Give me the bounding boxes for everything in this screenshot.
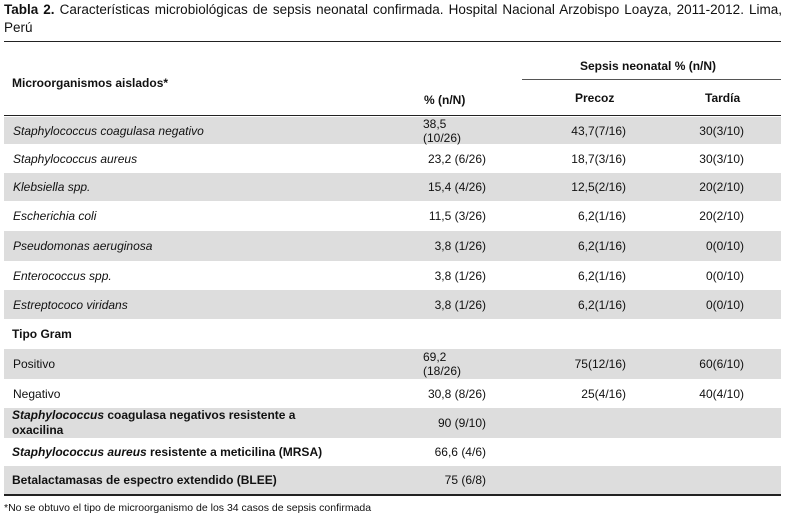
row-total: 23,2 (6/26) bbox=[427, 151, 486, 166]
row-late: 40(4/10) bbox=[699, 386, 744, 401]
row-label: Staphylococcus coagulasa negativo bbox=[13, 123, 204, 138]
row-early: 6,2(1/16) bbox=[577, 209, 626, 223]
row-total: 75 (6/8) bbox=[444, 473, 486, 487]
table-row: Positivo 69,2 (18/26) 75(12/16) 60(6/10) bbox=[4, 349, 781, 379]
row-label: Pseudomonas aeruginosa bbox=[13, 239, 153, 253]
row-late: 0(0/10) bbox=[705, 297, 744, 312]
row-label: Positivo bbox=[13, 357, 56, 371]
row-total: 30,8 (8/26) bbox=[427, 386, 486, 401]
table-row: Enterococcus spp. 3,8 (1/26) 6,2(1/16) 0… bbox=[4, 261, 781, 290]
header-total: % (n/N) bbox=[424, 93, 466, 107]
row-label: Klebsiella spp. bbox=[13, 180, 91, 194]
row-total: 15,4 (4/26) bbox=[427, 180, 486, 194]
table-row: Staphylococcus coagulasa negativo 38,5 (… bbox=[4, 116, 781, 145]
row-total: 3,8 (1/26) bbox=[434, 268, 486, 283]
top-rule bbox=[4, 41, 781, 42]
header-organisms: Microorganismos aislados* bbox=[12, 76, 169, 90]
row-total: 69,2 (18/26) bbox=[423, 350, 462, 378]
header-sepsis-group: Sepsis neonatal % (n/N) bbox=[580, 59, 717, 73]
row-early: 6,2(1/16) bbox=[577, 268, 626, 283]
row-early: 6,2(1/16) bbox=[577, 239, 626, 253]
row-label: Escherichia coli bbox=[13, 209, 97, 223]
row-early: 6,2(1/16) bbox=[577, 297, 626, 312]
row-label: Betalactamasas de espectro extendido (BL… bbox=[12, 473, 277, 487]
row-total: 3,8 (1/26) bbox=[434, 297, 486, 312]
row-label: Enterococcus spp. bbox=[13, 268, 112, 283]
table-row: Estreptococo viridans 3,8 (1/26) 6,2(1/1… bbox=[4, 290, 781, 319]
row-label: Staphylococcus aureus bbox=[13, 151, 138, 166]
row-total: 3,8 (1/26) bbox=[434, 239, 486, 253]
group-underline bbox=[522, 79, 781, 80]
header-rule bbox=[4, 115, 781, 116]
table-row: Negativo 30,8 (8/26) 25(4/16) 40(4/10) bbox=[4, 379, 781, 408]
mrsa-italic: Staphylococcus aureus bbox=[12, 445, 147, 459]
caption-label: Tabla 2. bbox=[4, 2, 55, 17]
table-row-blee: Betalactamasas de espectro extendido (BL… bbox=[4, 466, 781, 494]
gram-section-title: Tipo Gram bbox=[4, 319, 781, 349]
row-total: 38,5 (10/26) bbox=[423, 116, 462, 145]
scn-italic: Staphylococcus bbox=[12, 408, 105, 422]
header-early: Precoz bbox=[575, 91, 615, 105]
table-row: Staphylococcus aureus 23,2 (6/26) 18,7(3… bbox=[4, 144, 781, 173]
table-caption: Tabla 2. Características microbiológicas… bbox=[4, 1, 782, 37]
row-total: 66,6 (4/6) bbox=[434, 445, 486, 459]
row-early: 12,5(2/16) bbox=[571, 180, 626, 194]
table-row-mrsa: Staphylococcus aureus resistente a metic… bbox=[4, 438, 781, 466]
gram-title: Tipo Gram bbox=[12, 327, 72, 341]
mrsa-rest: resistente a meticilina (MRSA) bbox=[146, 445, 323, 459]
caption-text: Características microbiológicas de sepsi… bbox=[4, 2, 783, 35]
row-label: Estreptococo viridans bbox=[13, 297, 128, 312]
table-row-scn-resistance: Staphylococcus coagulasa negativos resis… bbox=[4, 408, 781, 438]
scn-line2: oxacilina bbox=[12, 423, 64, 437]
row-late: 20(2/10) bbox=[699, 180, 744, 194]
row-early: 75(12/16) bbox=[574, 357, 626, 371]
table-row: Escherichia coli 11,5 (3/26) 6,2(1/16) 2… bbox=[4, 201, 781, 231]
row-early: 43,7(7/16) bbox=[571, 123, 626, 138]
header-late: Tardía bbox=[705, 91, 741, 105]
row-early: 18,7(3/16) bbox=[571, 151, 626, 166]
row-label: Negativo bbox=[13, 386, 61, 401]
table-row: Klebsiella spp. 15,4 (4/26) 12,5(2/16) 2… bbox=[4, 173, 781, 201]
footnote: *No se obtuvo el tipo de microorganismo … bbox=[4, 502, 372, 514]
table-row: Pseudomonas aeruginosa 3,8 (1/26) 6,2(1/… bbox=[4, 231, 781, 261]
row-total: 90 (9/10) bbox=[437, 416, 486, 430]
row-late: 20(2/10) bbox=[699, 209, 744, 223]
scn-rest: coagulasa negativos resistente a bbox=[104, 408, 296, 422]
row-late: 30(3/10) bbox=[699, 151, 744, 166]
bottom-rule bbox=[4, 494, 781, 496]
row-late: 60(6/10) bbox=[699, 357, 744, 371]
row-late: 30(3/10) bbox=[699, 123, 744, 138]
row-late: 0(0/10) bbox=[705, 239, 744, 253]
row-early: 25(4/16) bbox=[581, 386, 626, 401]
row-label: Staphylococcus coagulasa negativos resis… bbox=[12, 408, 352, 438]
row-late: 0(0/10) bbox=[705, 268, 744, 283]
row-label: Staphylococcus aureus resistente a metic… bbox=[12, 438, 422, 466]
row-total: 11,5 (3/26) bbox=[428, 209, 486, 223]
